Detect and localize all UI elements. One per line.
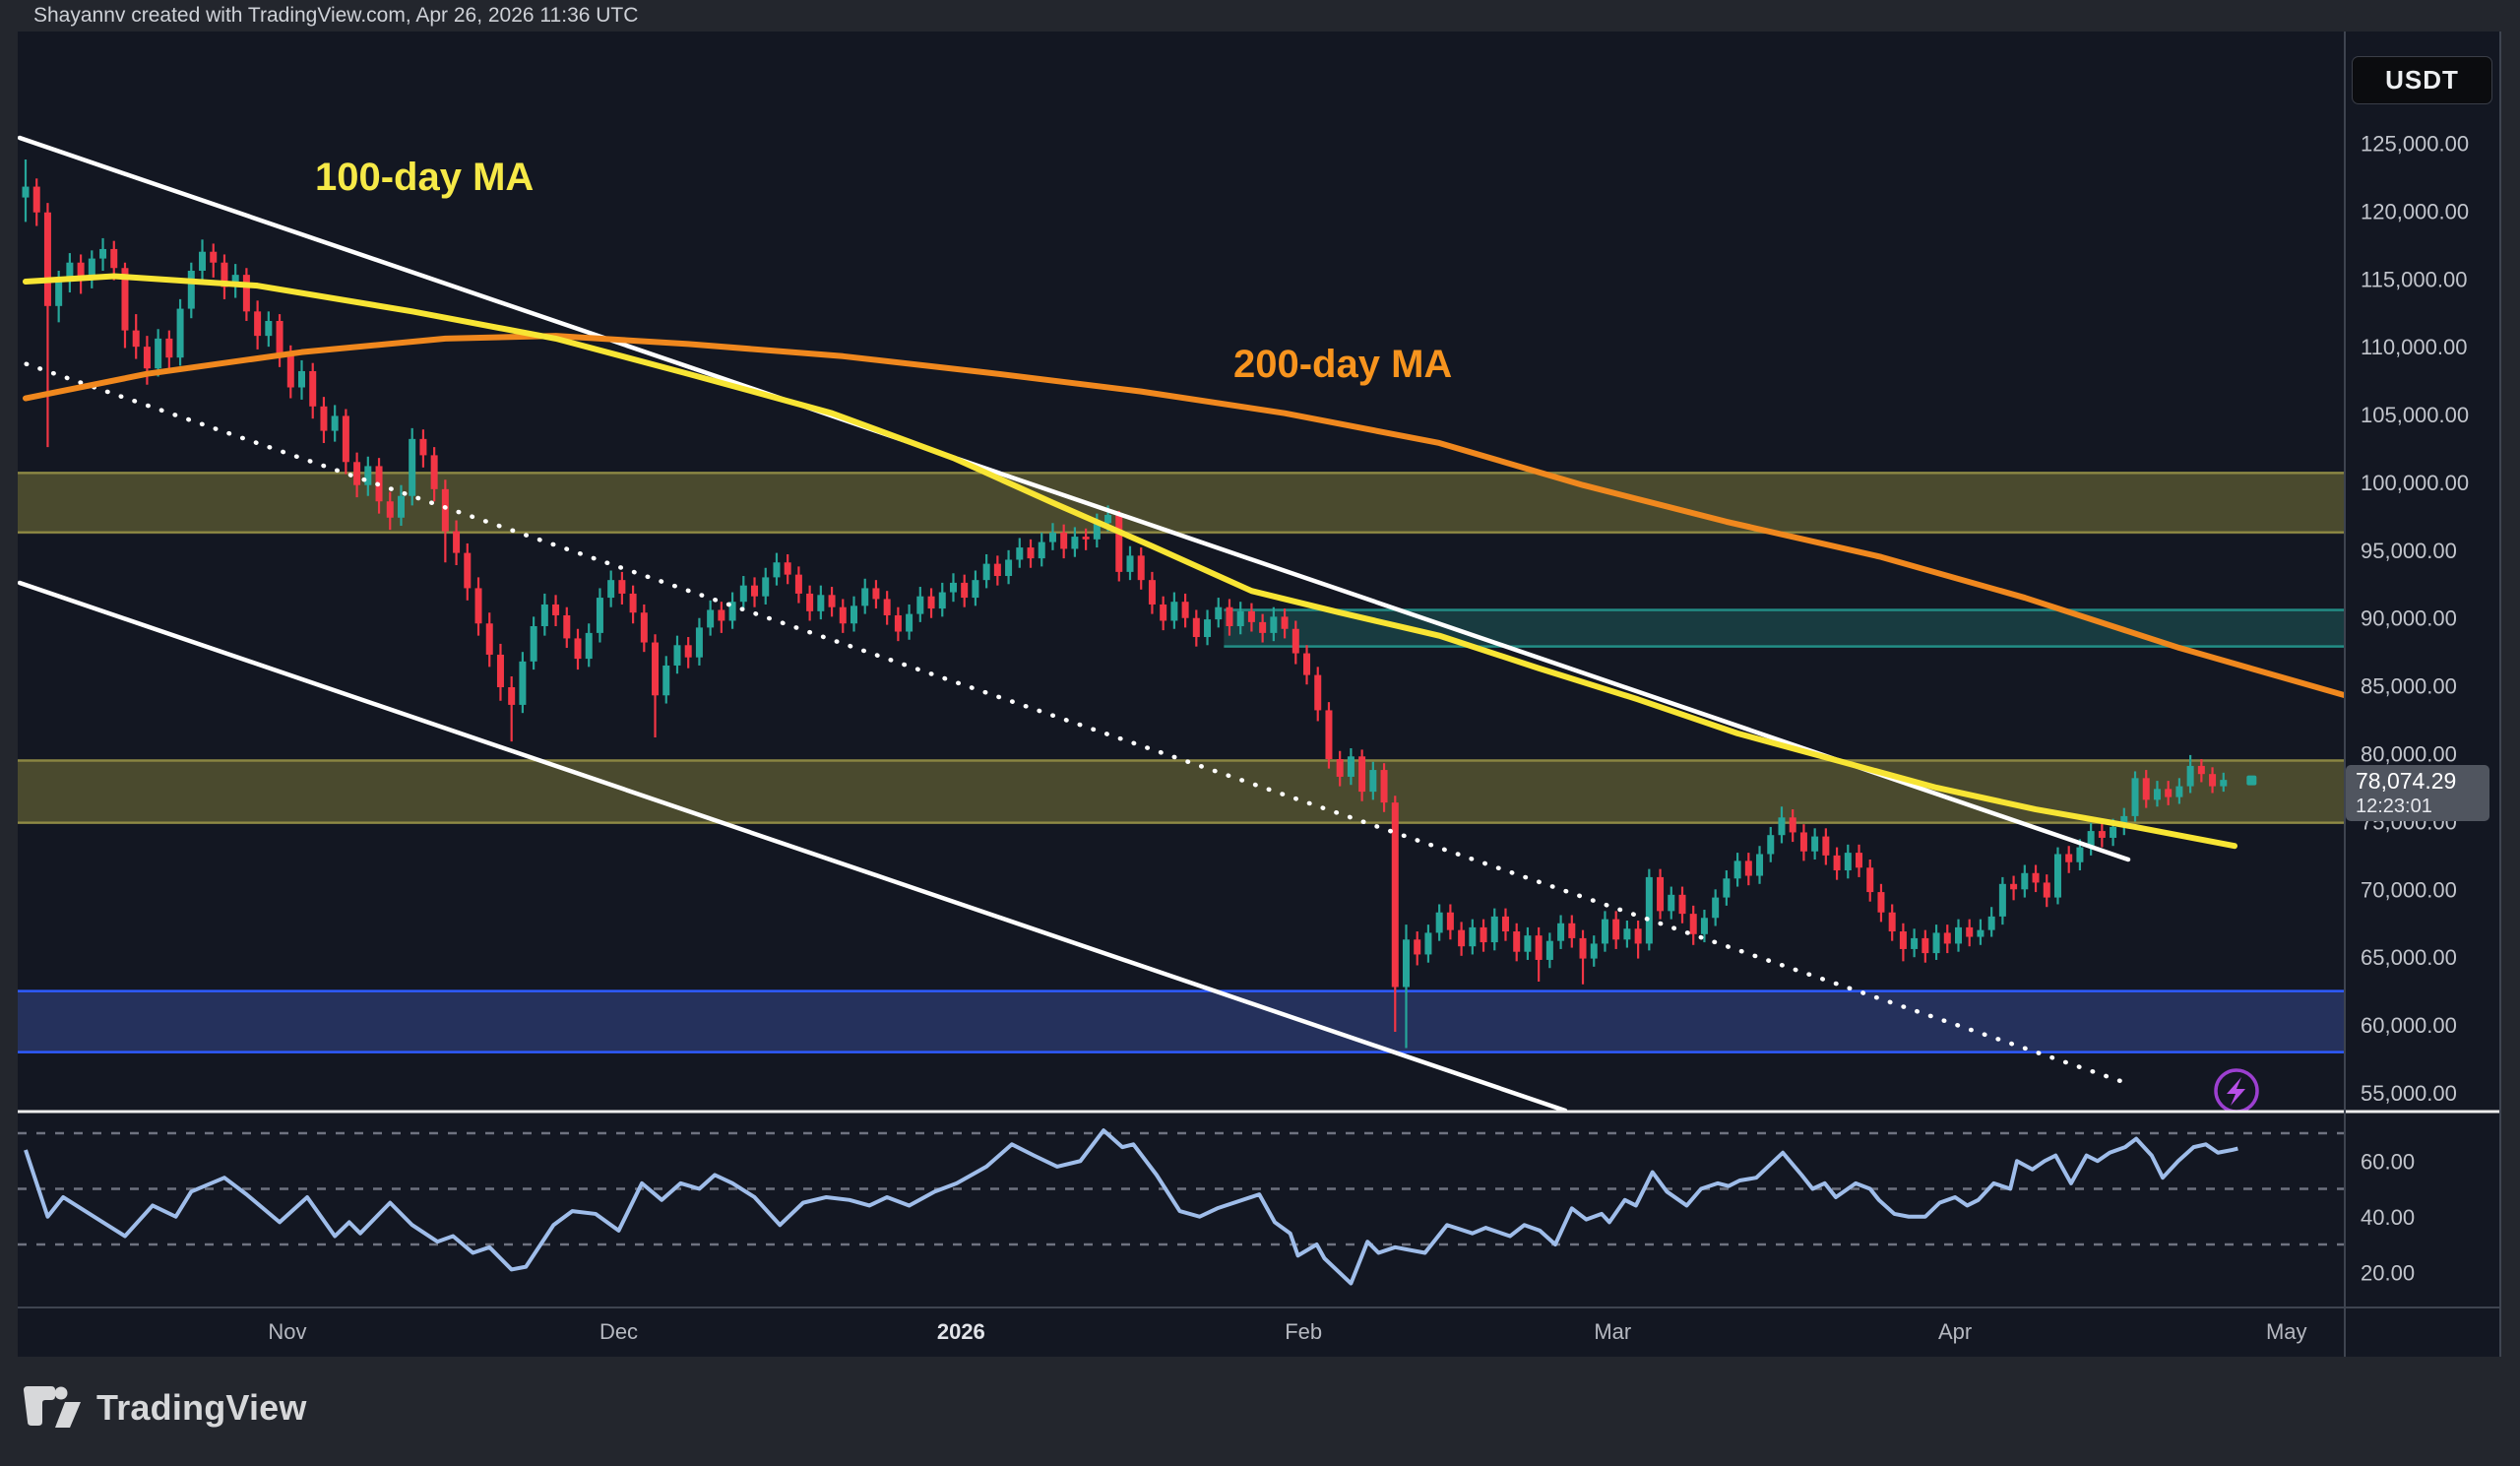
channel-mid-dotted[interactable] (13, 358, 2129, 1086)
price-axis-label: 85,000.00 (2361, 674, 2457, 699)
time-axis-label-Apr: Apr (1938, 1319, 1972, 1344)
ma100-annotation-label: 100-day MA (315, 156, 535, 199)
ma200-annotation-label: 200-day MA (1233, 343, 1453, 386)
rsi-axis-label: 40.00 (2361, 1205, 2415, 1230)
resistance-zone-upper (18, 472, 2345, 535)
tradingview-logo[interactable]: TradingView (22, 1386, 307, 1430)
last-price-marker (2246, 775, 2257, 786)
ma200-line (23, 333, 2345, 699)
price-axis-label: 60,000.00 (2361, 1013, 2457, 1038)
flash-icon[interactable] (2214, 1068, 2259, 1112)
currency-toggle-label: USDT (2385, 65, 2459, 95)
rsi-axis-label: 60.00 (2361, 1149, 2415, 1174)
currency-toggle-button[interactable]: USDT (2352, 56, 2492, 104)
tradingview-logo-text: TradingView (96, 1387, 307, 1428)
chart-background (18, 32, 2500, 1357)
support-zone-blue (18, 989, 2345, 1053)
last-price-value: 78,074.29 (2356, 768, 2457, 794)
price-axis-label: 105,000.00 (2361, 403, 2469, 427)
price-axis-label: 125,000.00 (2361, 131, 2469, 156)
candles-layer (22, 159, 2228, 1049)
candlestick-pane[interactable] (13, 135, 2345, 1112)
time-axis-label-2026: 2026 (937, 1319, 985, 1344)
price-axis-label: 65,000.00 (2361, 945, 2457, 970)
rsi-axis-label: 20.00 (2361, 1260, 2415, 1285)
time-scale[interactable]: Nov Dec 2026 Feb Mar Apr May (268, 1319, 2306, 1344)
supply-zone-teal (1224, 608, 2345, 648)
price-axis-label: 110,000.00 (2361, 335, 2467, 359)
attribution-text: Shayannv created with TradingView.com, A… (33, 4, 639, 27)
price-axis-label: 70,000.00 (2361, 877, 2457, 902)
attribution-bar: Shayannv created with TradingView.com, A… (0, 0, 2520, 32)
time-axis-label-Dec: Dec (599, 1319, 638, 1344)
price-axis-label: 95,000.00 (2361, 539, 2457, 563)
tradingview-logo-icon (24, 1386, 81, 1428)
price-scale[interactable]: 125,000.00 120,000.00 115,000.00 110,000.00… (2361, 131, 2469, 1285)
price-axis-label: 55,000.00 (2361, 1081, 2457, 1106)
price-axis-label: 100,000.00 (2361, 471, 2469, 495)
last-price-badge: 78,074.29 12:23:01 (2346, 765, 2489, 821)
rsi-line (24, 1128, 2238, 1286)
price-axis-label: 115,000.00 (2361, 267, 2467, 291)
rsi-pane[interactable] (18, 1128, 2345, 1286)
price-axis-label: 90,000.00 (2361, 606, 2457, 631)
time-axis-label-Nov: Nov (268, 1319, 306, 1344)
candle-countdown-timer: 12:23:01 (2356, 796, 2432, 817)
ma100-line (23, 273, 2237, 850)
time-axis-label-May: May (2266, 1319, 2307, 1344)
time-axis-label-Feb: Feb (1285, 1319, 1322, 1344)
channel-lower[interactable] (18, 580, 1568, 1112)
price-axis-label: 120,000.00 (2361, 199, 2469, 223)
price-axis-label: 80,000.00 (2361, 742, 2457, 767)
channel-upper[interactable] (18, 135, 2131, 862)
time-axis-label-Mar: Mar (1594, 1319, 1631, 1344)
